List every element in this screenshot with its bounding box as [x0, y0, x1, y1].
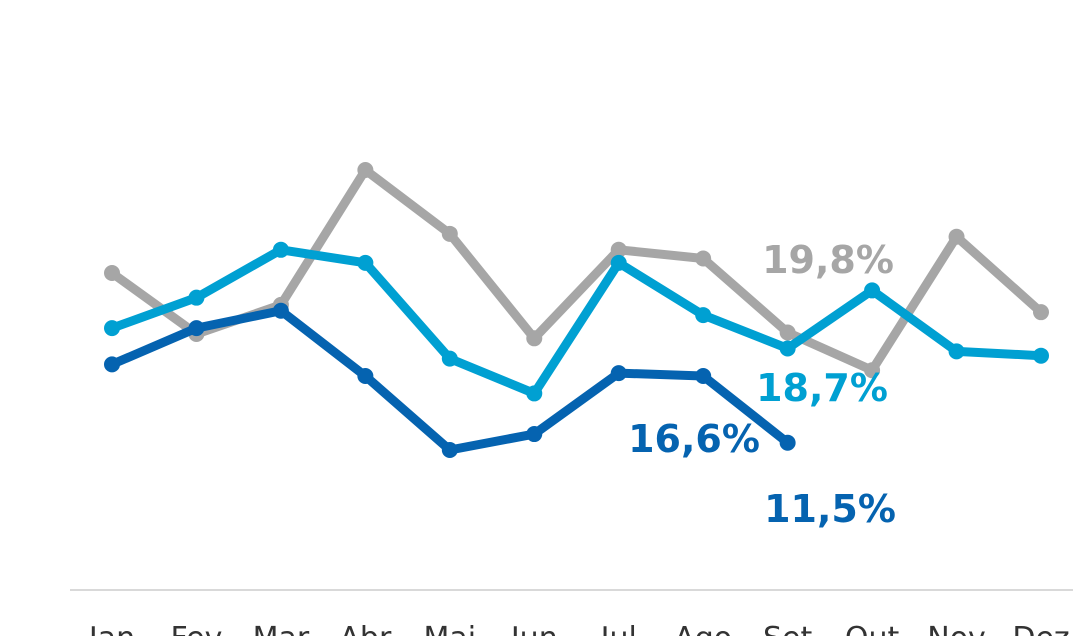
point	[272, 302, 289, 319]
point	[610, 365, 627, 382]
x-tick-label: Nov	[927, 621, 986, 636]
point	[441, 350, 458, 367]
point	[610, 241, 627, 258]
x-tick-label: Ago	[674, 621, 732, 636]
point	[864, 362, 881, 379]
point	[948, 228, 965, 245]
x-tick-label: Out	[845, 621, 900, 636]
point	[864, 282, 881, 299]
point	[357, 368, 374, 385]
annotation: 11,5%	[764, 487, 896, 531]
x-tick-label: Mar	[253, 621, 310, 636]
point	[104, 320, 120, 337]
point	[357, 254, 374, 271]
point	[779, 340, 796, 357]
x-tick-label: Set	[763, 621, 813, 636]
x-tick-label: Dez	[1012, 621, 1069, 636]
annotation: 16,6%	[628, 417, 760, 461]
point	[188, 289, 205, 306]
x-tick-label: Abr	[339, 621, 392, 636]
point	[526, 330, 543, 347]
point	[695, 368, 712, 385]
point	[695, 250, 712, 267]
point	[526, 385, 543, 402]
x-tick-label: Jun	[509, 621, 558, 636]
point	[610, 254, 627, 271]
annotation: 18,7%	[756, 366, 888, 410]
point	[104, 356, 120, 373]
x-tick-label: Jul	[599, 621, 637, 636]
point	[188, 320, 205, 337]
point	[948, 343, 965, 360]
series-line	[110, 245, 1042, 398]
point	[104, 265, 120, 282]
annotation: 19,8%	[762, 238, 894, 282]
point	[357, 162, 374, 178]
point	[526, 426, 543, 443]
x-tick-label: Mai	[424, 621, 477, 636]
point	[272, 241, 289, 258]
point	[441, 442, 458, 458]
point	[779, 324, 796, 341]
point	[779, 434, 796, 451]
point	[695, 307, 712, 324]
x-tick-label: Jan	[87, 621, 135, 636]
point	[441, 225, 458, 242]
point	[1033, 304, 1049, 321]
x-tick-label: Fev	[171, 621, 223, 636]
point	[1033, 347, 1049, 364]
